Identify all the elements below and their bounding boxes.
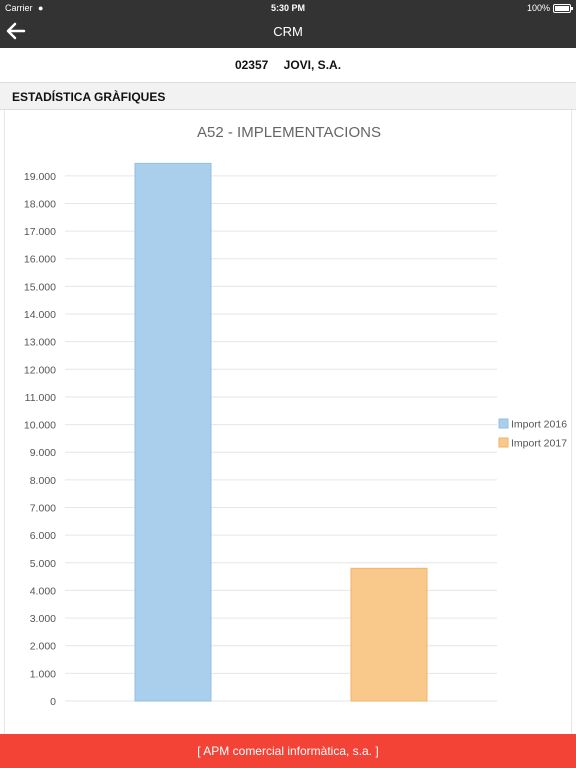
customer-code: 02357: [234, 58, 269, 72]
arrow-left-icon[interactable]: [5, 20, 27, 42]
y-tick-label: 4.000: [30, 585, 56, 597]
footer-bar[interactable]: [ APM comercial informàtica, s.a. ]: [0, 734, 576, 768]
nav-bar: CRM: [0, 16, 576, 48]
y-tick-label: 5.000: [30, 558, 56, 570]
y-tick-label: 19.000: [24, 171, 56, 183]
y-tick-label: 15.000: [24, 281, 56, 293]
bar-import-2017: [350, 567, 428, 702]
legend-swatch: [498, 418, 509, 429]
y-tick-label: 6.000: [30, 530, 56, 542]
battery-fill: [555, 6, 569, 11]
battery-percent: 100%: [526, 3, 550, 13]
y-tick-label: 0: [50, 696, 56, 708]
chart-container: A52 - IMPLEMENTACIONS 0 1.000 2.000 3.000 4.0…: [4, 110, 572, 734]
bar-import-2016: [134, 162, 212, 702]
y-tick-label: 10.000: [24, 420, 56, 432]
section-title: ESTADÍSTICA GRÀFIQUES: [12, 90, 166, 104]
nav-title: CRM: [273, 24, 303, 39]
y-tick-label: 14.000: [24, 309, 56, 321]
section-header: ESTADÍSTICA GRÀFIQUES: [0, 82, 576, 110]
y-tick-label: 3.000: [30, 613, 56, 625]
y-tick-label: 2.000: [30, 641, 56, 653]
wifi-icon: ●: [38, 3, 44, 13]
clock-label: 5:30 PM: [270, 3, 305, 13]
y-tick-label: 12.000: [24, 364, 56, 376]
y-tick-label: 11.000: [25, 392, 56, 404]
legend-label: Import 2017: [511, 438, 567, 450]
status-bar: Carrier ● 5:30 PM 100%: [0, 0, 576, 16]
y-tick-label: 9.000: [30, 447, 56, 459]
y-tick-label: 7.000: [30, 503, 56, 515]
y-tick-label: 17.000: [24, 226, 56, 238]
customer-header: 02357 JOVI, S.A.: [0, 48, 576, 82]
customer-name: JOVI, S.A.: [283, 58, 342, 72]
y-tick-label: 13.000: [24, 337, 56, 349]
carrier-label: Carrier: [5, 3, 33, 13]
chart-title: A52 - IMPLEMENTACIONS: [197, 124, 381, 141]
legend-label: Import 2016: [511, 419, 567, 431]
bar-chart: A52 - IMPLEMENTACIONS 0 1.000 2.000 3.000 4.0…: [24, 124, 567, 708]
y-tick-label: 18.000: [24, 198, 56, 210]
y-tick-label: 8.000: [30, 475, 56, 487]
y-tick-label: 16.000: [24, 254, 56, 266]
y-tick-label: 1.000: [30, 668, 56, 680]
battery-icon: [553, 4, 573, 13]
legend-swatch: [498, 437, 509, 448]
